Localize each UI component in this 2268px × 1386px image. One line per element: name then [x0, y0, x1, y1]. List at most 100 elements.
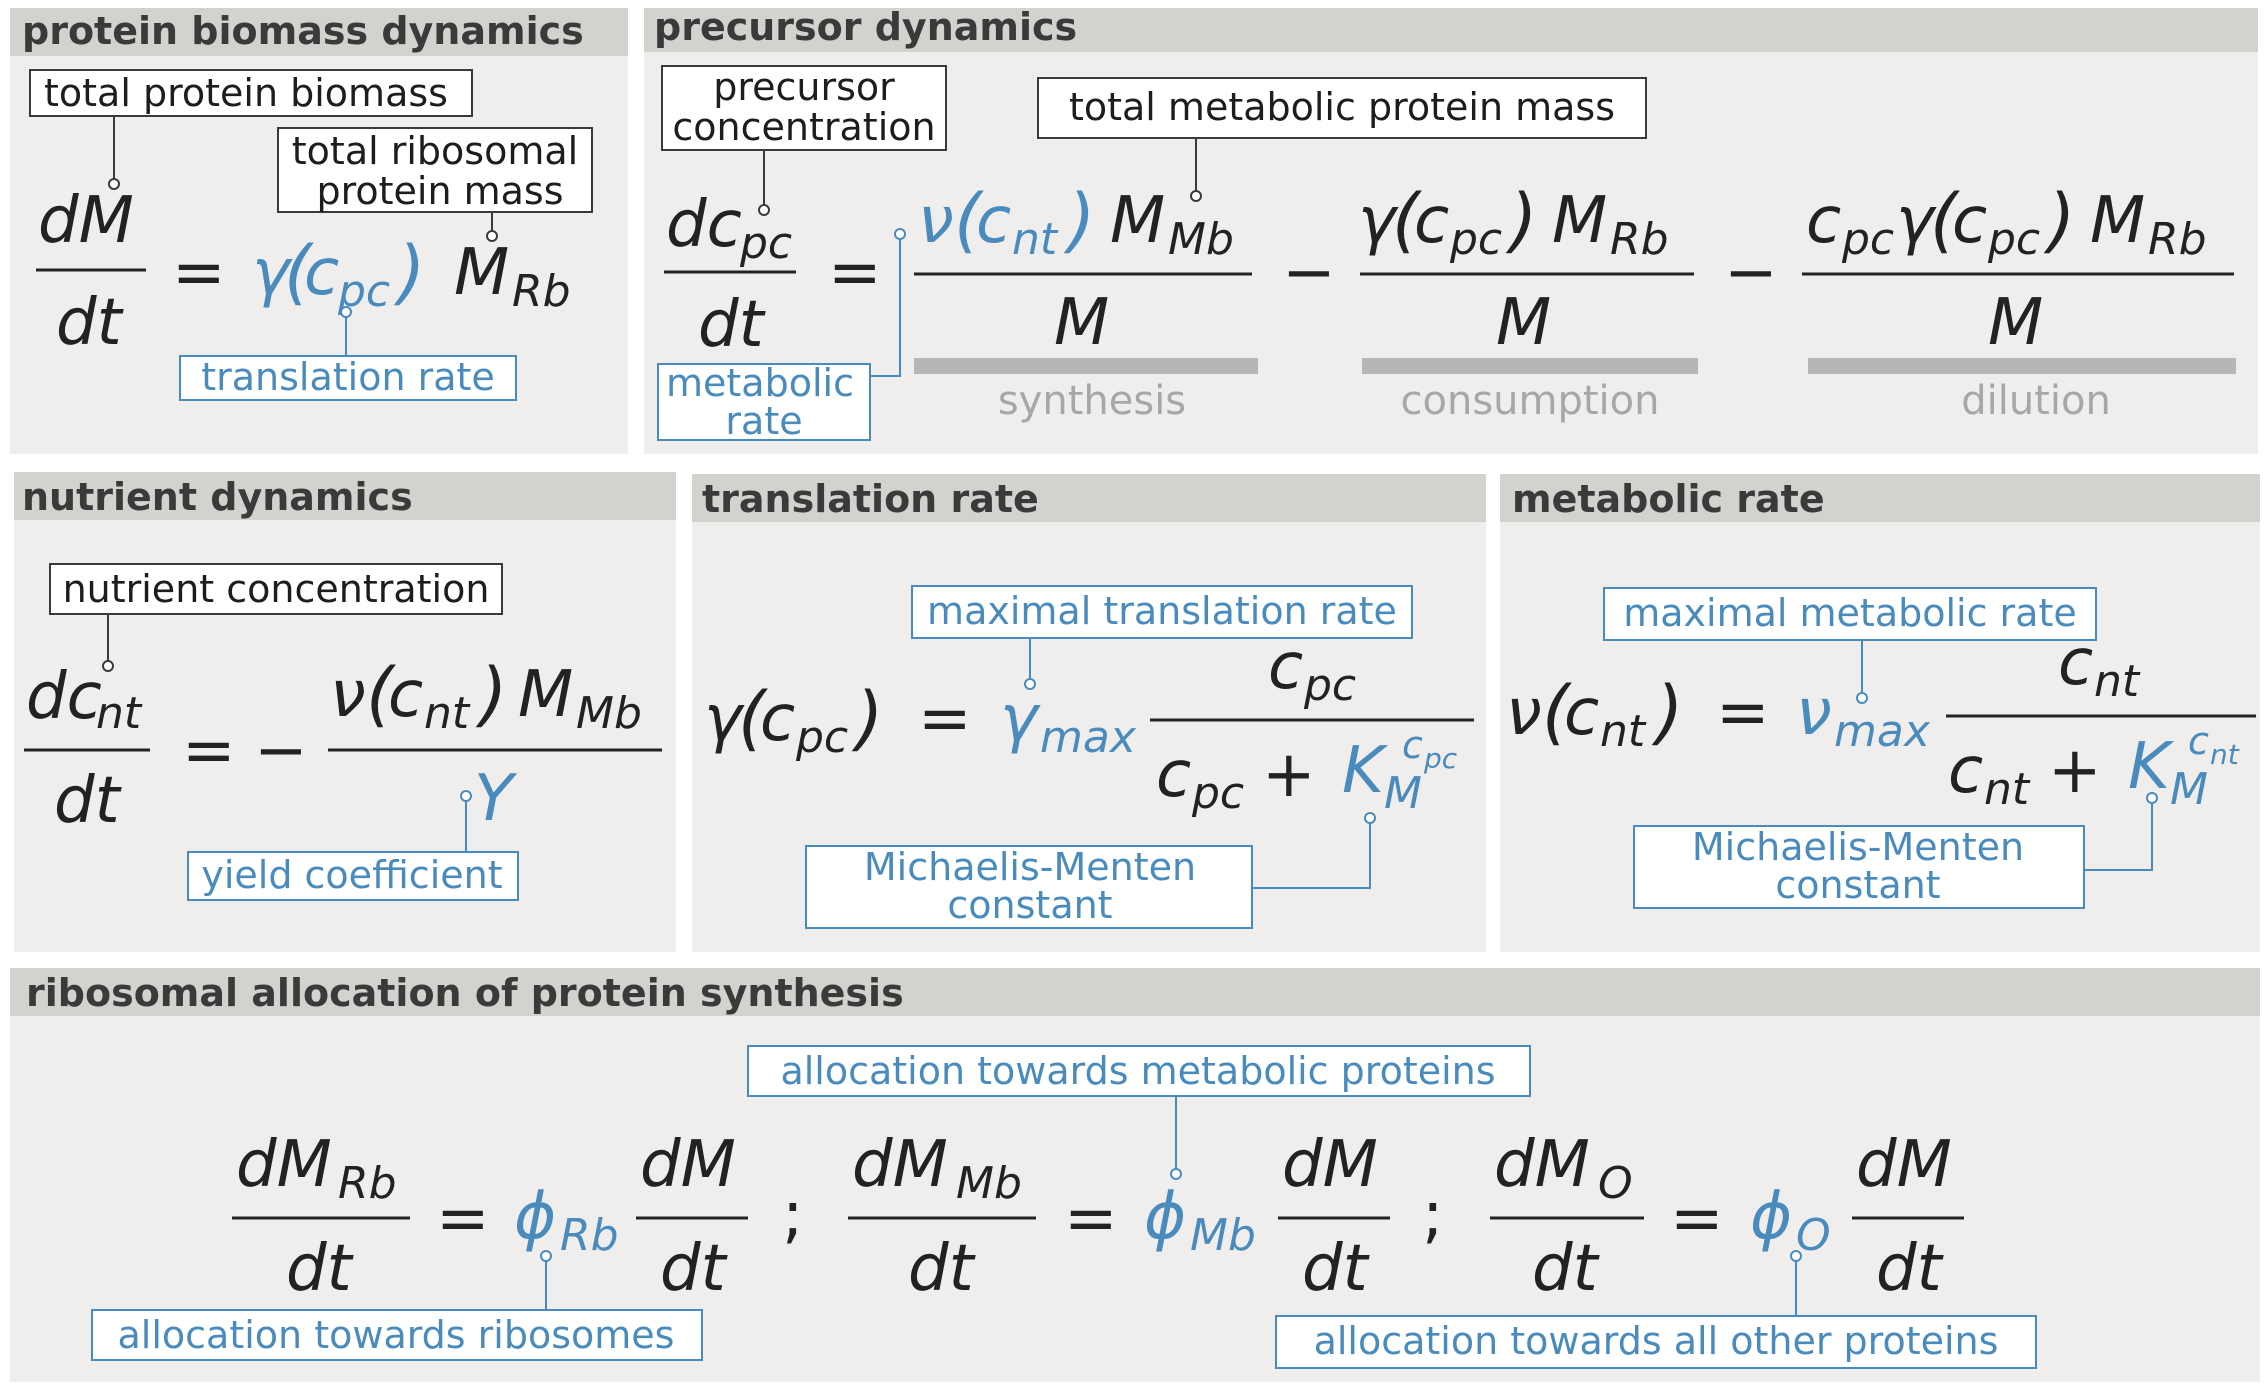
panel-title: protein biomass dynamics — [22, 9, 584, 53]
svg-text:c: c — [1156, 738, 1191, 812]
svg-text:(: ( — [366, 653, 396, 735]
svg-text:nt: nt — [1012, 214, 1059, 265]
svg-text:pc: pc — [1449, 214, 1502, 265]
dilution-bar — [1808, 358, 2236, 374]
svg-text:translation rate: translation rate — [201, 355, 495, 399]
callout-precursor-concentration: precursor concentration — [661, 65, 947, 216]
svg-text:pc: pc — [1191, 768, 1244, 819]
svg-text:metabolic: metabolic — [666, 361, 854, 405]
equation-nutrient: dc nt dt = − ν ( c nt ) M Mb Y — [24, 653, 662, 838]
svg-text:−: − — [1282, 236, 1336, 310]
svg-text:γ: γ — [704, 682, 745, 756]
svg-text:M: M — [1384, 768, 1422, 819]
svg-text:dM: dM — [236, 1128, 332, 1202]
equation-translation-rate: γ ( c pc ) = γ max c pc c pc + K M c pc — [704, 630, 1474, 819]
svg-text:pc: pc — [795, 712, 848, 763]
svg-text:Y: Y — [474, 762, 518, 836]
svg-text:ϕ: ϕ — [1750, 1180, 1792, 1254]
svg-text:dt: dt — [908, 1232, 977, 1306]
svg-text:constant: constant — [947, 883, 1112, 927]
svg-text:c: c — [388, 658, 423, 732]
svg-text:γ: γ — [252, 236, 293, 310]
svg-text:dt: dt — [1302, 1232, 1371, 1306]
svg-text:pc: pc — [1841, 214, 1894, 265]
svg-text:dM: dM — [1494, 1128, 1590, 1202]
svg-text:M: M — [2170, 764, 2208, 815]
svg-text:γ: γ — [1000, 682, 1041, 756]
callout-mm-constant-metabolic: Michaelis-Menten constant — [1633, 792, 2158, 909]
svg-text:Rb: Rb — [2148, 214, 2207, 265]
callout-mm-constant-translation: Michaelis-Menten constant — [805, 812, 1376, 929]
panel-title: metabolic rate — [1512, 477, 1825, 521]
panel-header — [692, 474, 1486, 522]
svg-text:pc: pc — [739, 218, 792, 269]
svg-text:max: max — [1834, 706, 1931, 757]
svg-text:Rb: Rb — [338, 1158, 397, 1209]
svg-text:constant: constant — [1775, 863, 1940, 907]
svg-text:nutrient concentration: nutrient concentration — [63, 567, 490, 611]
svg-text:allocation towards metabolic p: allocation towards metabolic proteins — [780, 1049, 1495, 1093]
svg-text:+: + — [1262, 738, 1316, 812]
svg-text:Mb: Mb — [576, 688, 642, 739]
svg-text:nt: nt — [96, 688, 143, 739]
svg-text:γ: γ — [1358, 184, 1399, 258]
svg-text:dM: dM — [852, 1128, 948, 1202]
svg-text:=: = — [1670, 1182, 1724, 1256]
svg-text:O: O — [1796, 1210, 1831, 1261]
svg-text:ν: ν — [330, 658, 366, 732]
svg-text:nt: nt — [1600, 706, 1647, 757]
svg-text:(: ( — [284, 231, 314, 313]
panel-title: translation rate — [702, 477, 1039, 521]
svg-text:ϕ: ϕ — [514, 1180, 556, 1254]
svg-text:(: ( — [1392, 179, 1422, 261]
svg-text:pc: pc — [1423, 742, 1458, 775]
svg-text:(: ( — [954, 179, 984, 261]
svg-text:c: c — [1414, 184, 1449, 258]
svg-text:c: c — [1806, 184, 1841, 258]
svg-text:total protein biomass: total protein biomass — [44, 71, 448, 115]
svg-text:ν: ν — [918, 184, 954, 258]
svg-text:c: c — [2188, 719, 2209, 763]
callout-total-metabolic-protein-mass: total metabolic protein mass — [1037, 77, 1647, 202]
svg-text:protein mass: protein mass — [316, 169, 563, 213]
consumption-bar — [1362, 358, 1698, 374]
svg-text:=: = — [172, 236, 226, 310]
panel-title: precursor dynamics — [654, 5, 1077, 49]
svg-text:dM: dM — [1856, 1128, 1952, 1202]
callout-maximal-translation-rate: maximal translation rate — [911, 585, 1413, 690]
svg-text:K: K — [2128, 730, 2175, 804]
svg-text:dc: dc — [26, 660, 102, 734]
svg-text:precursor: precursor — [713, 65, 895, 109]
callout-allocation-other: allocation towards all other proteins — [1275, 1250, 2037, 1369]
svg-text:total ribosomal: total ribosomal — [292, 129, 578, 173]
svg-text:Rb: Rb — [512, 266, 571, 317]
svg-text:maximal translation rate: maximal translation rate — [927, 589, 1397, 633]
callout-metabolic-rate: metabolic rate — [657, 228, 906, 443]
panel-title: nutrient dynamics — [22, 475, 413, 519]
svg-text:ϕ: ϕ — [1144, 1180, 1186, 1254]
svg-text:): ) — [393, 231, 425, 313]
term-dilution: dilution — [1961, 378, 2111, 424]
svg-text:;: ; — [782, 1178, 804, 1252]
svg-text:dt: dt — [698, 288, 767, 362]
svg-text:concentration: concentration — [672, 105, 935, 149]
svg-text:=: = — [182, 714, 236, 788]
synthesis-bar — [914, 358, 1258, 374]
svg-text:M: M — [2090, 184, 2145, 258]
panel-header — [10, 968, 2260, 1016]
svg-text:maximal metabolic rate: maximal metabolic rate — [1623, 591, 2077, 635]
svg-text:c: c — [1952, 184, 1987, 258]
callout-maximal-metabolic-rate: maximal metabolic rate — [1603, 587, 2097, 704]
svg-text:dt: dt — [54, 764, 123, 838]
callout-total-protein-biomass: total protein biomass — [29, 69, 473, 190]
equation-protein-biomass: dM dt = γ ( c pc ) M Rb — [36, 184, 571, 360]
svg-text:c: c — [1948, 734, 1983, 808]
svg-text:M: M — [454, 236, 509, 310]
svg-text:M: M — [1988, 286, 2043, 360]
svg-text:M: M — [1110, 184, 1165, 258]
callout-yield-coefficient: yield coefficient — [187, 790, 519, 901]
svg-text:=: = — [1064, 1182, 1118, 1256]
svg-text:−: − — [254, 714, 308, 788]
svg-text:nt: nt — [2094, 656, 2141, 707]
svg-text:M: M — [1552, 184, 1607, 258]
